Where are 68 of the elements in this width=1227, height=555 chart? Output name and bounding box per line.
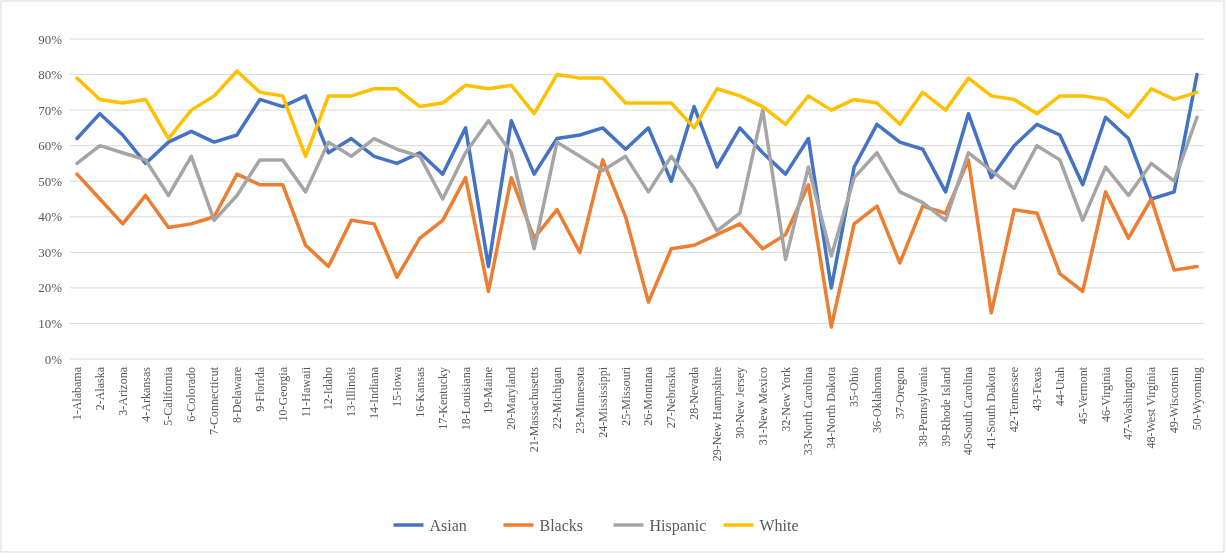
x-tick-label: 7-Connecticut — [207, 366, 222, 435]
x-tick-label: 32-New York — [778, 367, 793, 432]
x-tick-label: 21-Massachusetts — [527, 366, 542, 453]
x-tick-label: 49-Wisconsin — [1167, 367, 1182, 434]
x-tick-label: 29-New Hampshire — [710, 367, 724, 462]
x-tick-label: 39-Rhode Island — [938, 367, 953, 447]
legend-label: Hispanic — [649, 516, 707, 535]
x-tick-label: 47-Washington — [1121, 367, 1136, 441]
x-tick-label: 27-Nebraska — [664, 366, 679, 429]
x-tick-label: 1-Alabama — [70, 366, 84, 421]
line-series — [75, 72, 1199, 290]
x-tick-label: 14-Indiana — [367, 366, 382, 419]
x-tick-label: 37-Oregon — [892, 367, 907, 419]
x-tick-label: 31-New Mexico — [755, 367, 770, 446]
line-series — [75, 158, 1199, 329]
x-tick-label: 24-Mississippi — [595, 366, 610, 438]
x-tick-label: 48-West Virginia — [1144, 366, 1159, 449]
x-tick-label: 8-Delaware — [230, 367, 244, 423]
y-tick-label: 60% — [38, 138, 63, 154]
y-tick-label: 30% — [38, 244, 63, 260]
y-tick-label: 70% — [38, 102, 63, 118]
x-tick-label: 43-Texas — [1030, 366, 1044, 411]
x-tick-label: 35-Ohio — [847, 367, 862, 407]
x-tick-label: 38-Pennsylvania — [915, 366, 930, 447]
y-tick-label: 10% — [38, 315, 63, 331]
x-tick-label: 36-Oklahoma — [870, 366, 884, 433]
x-tick-label: 40-South Carolina — [961, 366, 976, 456]
y-tick-label: 50% — [38, 173, 63, 189]
x-tick-label: 23-Minnesota — [572, 366, 587, 434]
x-tick-label: 45-Vermont — [1075, 366, 1090, 425]
x-tick-label: 6-Colorado — [184, 367, 199, 422]
x-tick-label: 50-Wyoming — [1190, 367, 1204, 431]
x-tick-label: 18-Louisiana — [458, 366, 473, 431]
x-tick-label: 44-Utah — [1052, 367, 1067, 407]
x-tick-label: 25-Missouri — [618, 366, 633, 426]
x-tick-label: 5-California — [161, 366, 176, 426]
x-tick-label: 10-Georgia — [275, 366, 290, 422]
x-tick-label: 41-South Dakota — [984, 366, 999, 449]
x-tick-label: 34-North Dakota — [824, 366, 839, 449]
x-tick-label: 19-Maine — [481, 367, 496, 414]
legend-label: White — [759, 516, 799, 534]
x-tick-label: 46-Virginia — [1098, 366, 1113, 423]
y-tick-label: 0% — [44, 351, 63, 367]
x-tick-label: 2-Alaska — [92, 366, 107, 411]
x-tick-label: 42-Tennessee — [1007, 367, 1022, 433]
x-tick-label: 16-Kansas — [412, 366, 427, 418]
y-tick-label: 90% — [38, 31, 63, 47]
x-tick-label: 22-Michigan — [550, 367, 564, 429]
x-tick-label: 33-North Carolina — [801, 366, 816, 456]
y-tick-label: 80% — [38, 67, 63, 83]
line-series — [75, 108, 1199, 262]
legend-label: Blacks — [539, 516, 584, 534]
x-tick-label: 15-Iowa — [390, 366, 404, 407]
x-tick-label: 17-Kentucky — [435, 367, 450, 430]
y-tick-label: 20% — [38, 280, 63, 296]
x-tick-label: 11-Hawaii — [298, 366, 313, 418]
line-series — [75, 69, 1199, 159]
legend-label: Asian — [429, 516, 467, 534]
x-tick-label: 12-Idaho — [321, 367, 336, 411]
x-tick-label: 28-Nevada — [687, 366, 702, 420]
y-tick-label: 40% — [38, 209, 63, 225]
x-tick-label: 26-Montana — [641, 366, 656, 426]
x-tick-label: 9-Florida — [252, 366, 267, 412]
x-tick-label: 13-Illinois — [344, 366, 359, 417]
x-tick-label: 4-Arkansas — [138, 366, 153, 422]
x-tick-label: 20-Maryland — [504, 367, 519, 430]
x-tick-label: 30-New Jersey — [732, 367, 747, 439]
x-tick-label: 3-Arizona — [115, 366, 130, 416]
